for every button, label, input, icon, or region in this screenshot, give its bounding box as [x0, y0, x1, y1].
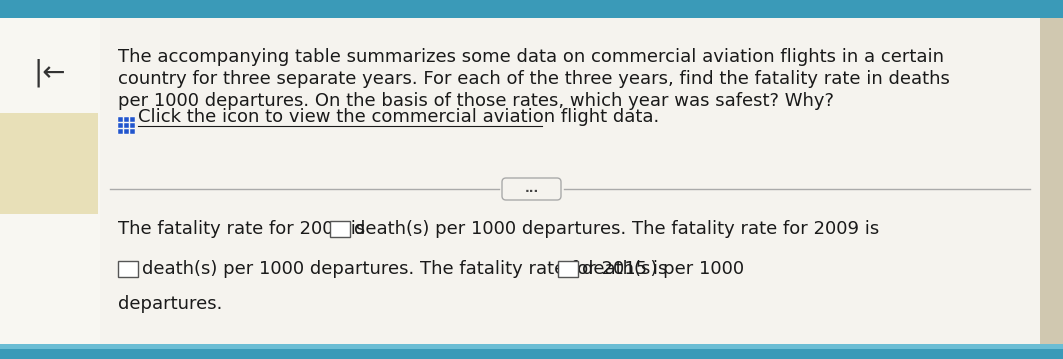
Bar — [118, 117, 123, 122]
Text: ...: ... — [524, 182, 539, 196]
Text: The fatality rate for 2002 is: The fatality rate for 2002 is — [118, 220, 371, 238]
Bar — [118, 123, 123, 128]
Bar — [118, 129, 123, 134]
Bar — [558, 261, 578, 277]
Bar — [1040, 18, 1063, 344]
Text: Click the icon to view the commercial aviation flight data.: Click the icon to view the commercial av… — [138, 108, 659, 126]
Bar — [100, 18, 1040, 344]
Bar — [124, 129, 129, 134]
Text: departures.: departures. — [118, 295, 222, 313]
Bar — [130, 123, 135, 128]
Text: death(s) per 1000: death(s) per 1000 — [581, 260, 744, 278]
Bar — [0, 344, 1063, 349]
Bar — [0, 349, 1063, 359]
Bar — [0, 18, 100, 344]
Text: per 1000 departures. On the basis of those rates, which year was safest? Why?: per 1000 departures. On the basis of tho… — [118, 92, 834, 110]
Bar — [130, 117, 135, 122]
Bar — [124, 123, 129, 128]
Bar — [124, 117, 129, 122]
Bar — [0, 113, 98, 214]
FancyBboxPatch shape — [502, 178, 561, 200]
Text: death(s) per 1000 departures. The fatality rate for 2015 is: death(s) per 1000 departures. The fatali… — [142, 260, 668, 278]
Bar — [130, 129, 135, 134]
Bar — [118, 261, 138, 277]
Text: |←: |← — [34, 59, 66, 87]
Bar — [330, 221, 350, 237]
Text: The accompanying table summarizes some data on commercial aviation flights in a : The accompanying table summarizes some d… — [118, 48, 944, 66]
Text: country for three separate years. For each of the three years, find the fatality: country for three separate years. For ea… — [118, 70, 950, 88]
Text: death(s) per 1000 departures. The fatality rate for 2009 is: death(s) per 1000 departures. The fatali… — [354, 220, 879, 238]
Bar — [0, 0, 1063, 18]
